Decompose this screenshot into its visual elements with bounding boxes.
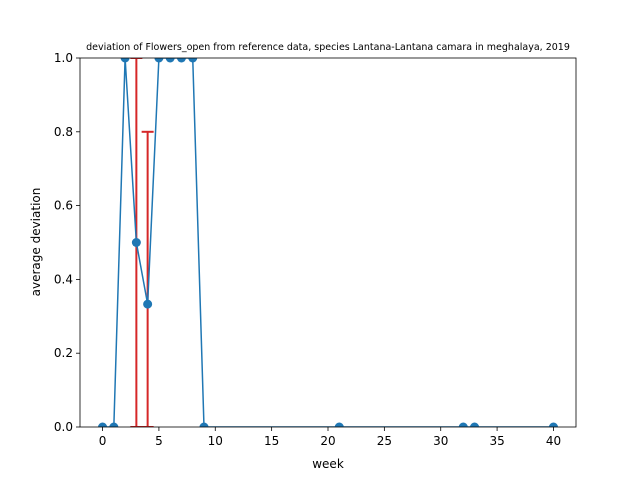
data-marks <box>98 58 558 427</box>
series-line <box>102 58 554 427</box>
x-tick-label: 0 <box>99 434 107 448</box>
y-tick-label: 0.4 <box>54 272 73 286</box>
data-point <box>165 58 175 63</box>
data-point <box>470 422 480 427</box>
data-point <box>98 422 108 427</box>
x-tick-label: 5 <box>155 434 163 448</box>
chart-title: deviation of Flowers_open from reference… <box>86 42 570 53</box>
x-tick-label: 20 <box>320 434 335 448</box>
x-tick-label: 15 <box>264 434 279 448</box>
y-tick-label: 0.6 <box>54 199 73 213</box>
y-tick-label: 1.0 <box>54 51 73 65</box>
y-axis-label: average deviation <box>29 188 43 297</box>
data-point <box>131 238 141 247</box>
plot-area: 0 5 10 15 20 25 30 35 40 0.0 0.2 0.4 0.6 0.8 1.0 <box>54 51 577 448</box>
data-point <box>188 58 198 63</box>
x-tick-label: 40 <box>546 434 561 448</box>
data-point <box>176 58 186 63</box>
data-point <box>548 422 558 427</box>
data-point <box>143 299 153 309</box>
axes-frame <box>79 57 577 428</box>
x-axis-label: week <box>312 457 344 471</box>
data-point <box>334 422 344 427</box>
data-point <box>458 422 468 427</box>
y-tick-label: 0.8 <box>54 125 73 139</box>
data-point <box>154 58 164 63</box>
x-tick-label: 25 <box>377 434 392 448</box>
y-tick-label: 0.0 <box>54 420 73 434</box>
x-tick-label: 35 <box>489 434 504 448</box>
x-tick-label: 30 <box>433 434 448 448</box>
x-tick-label: 10 <box>208 434 223 448</box>
data-point <box>120 58 130 63</box>
y-tick-label: 0.2 <box>54 346 73 360</box>
data-point <box>199 422 209 427</box>
data-point <box>109 422 119 427</box>
